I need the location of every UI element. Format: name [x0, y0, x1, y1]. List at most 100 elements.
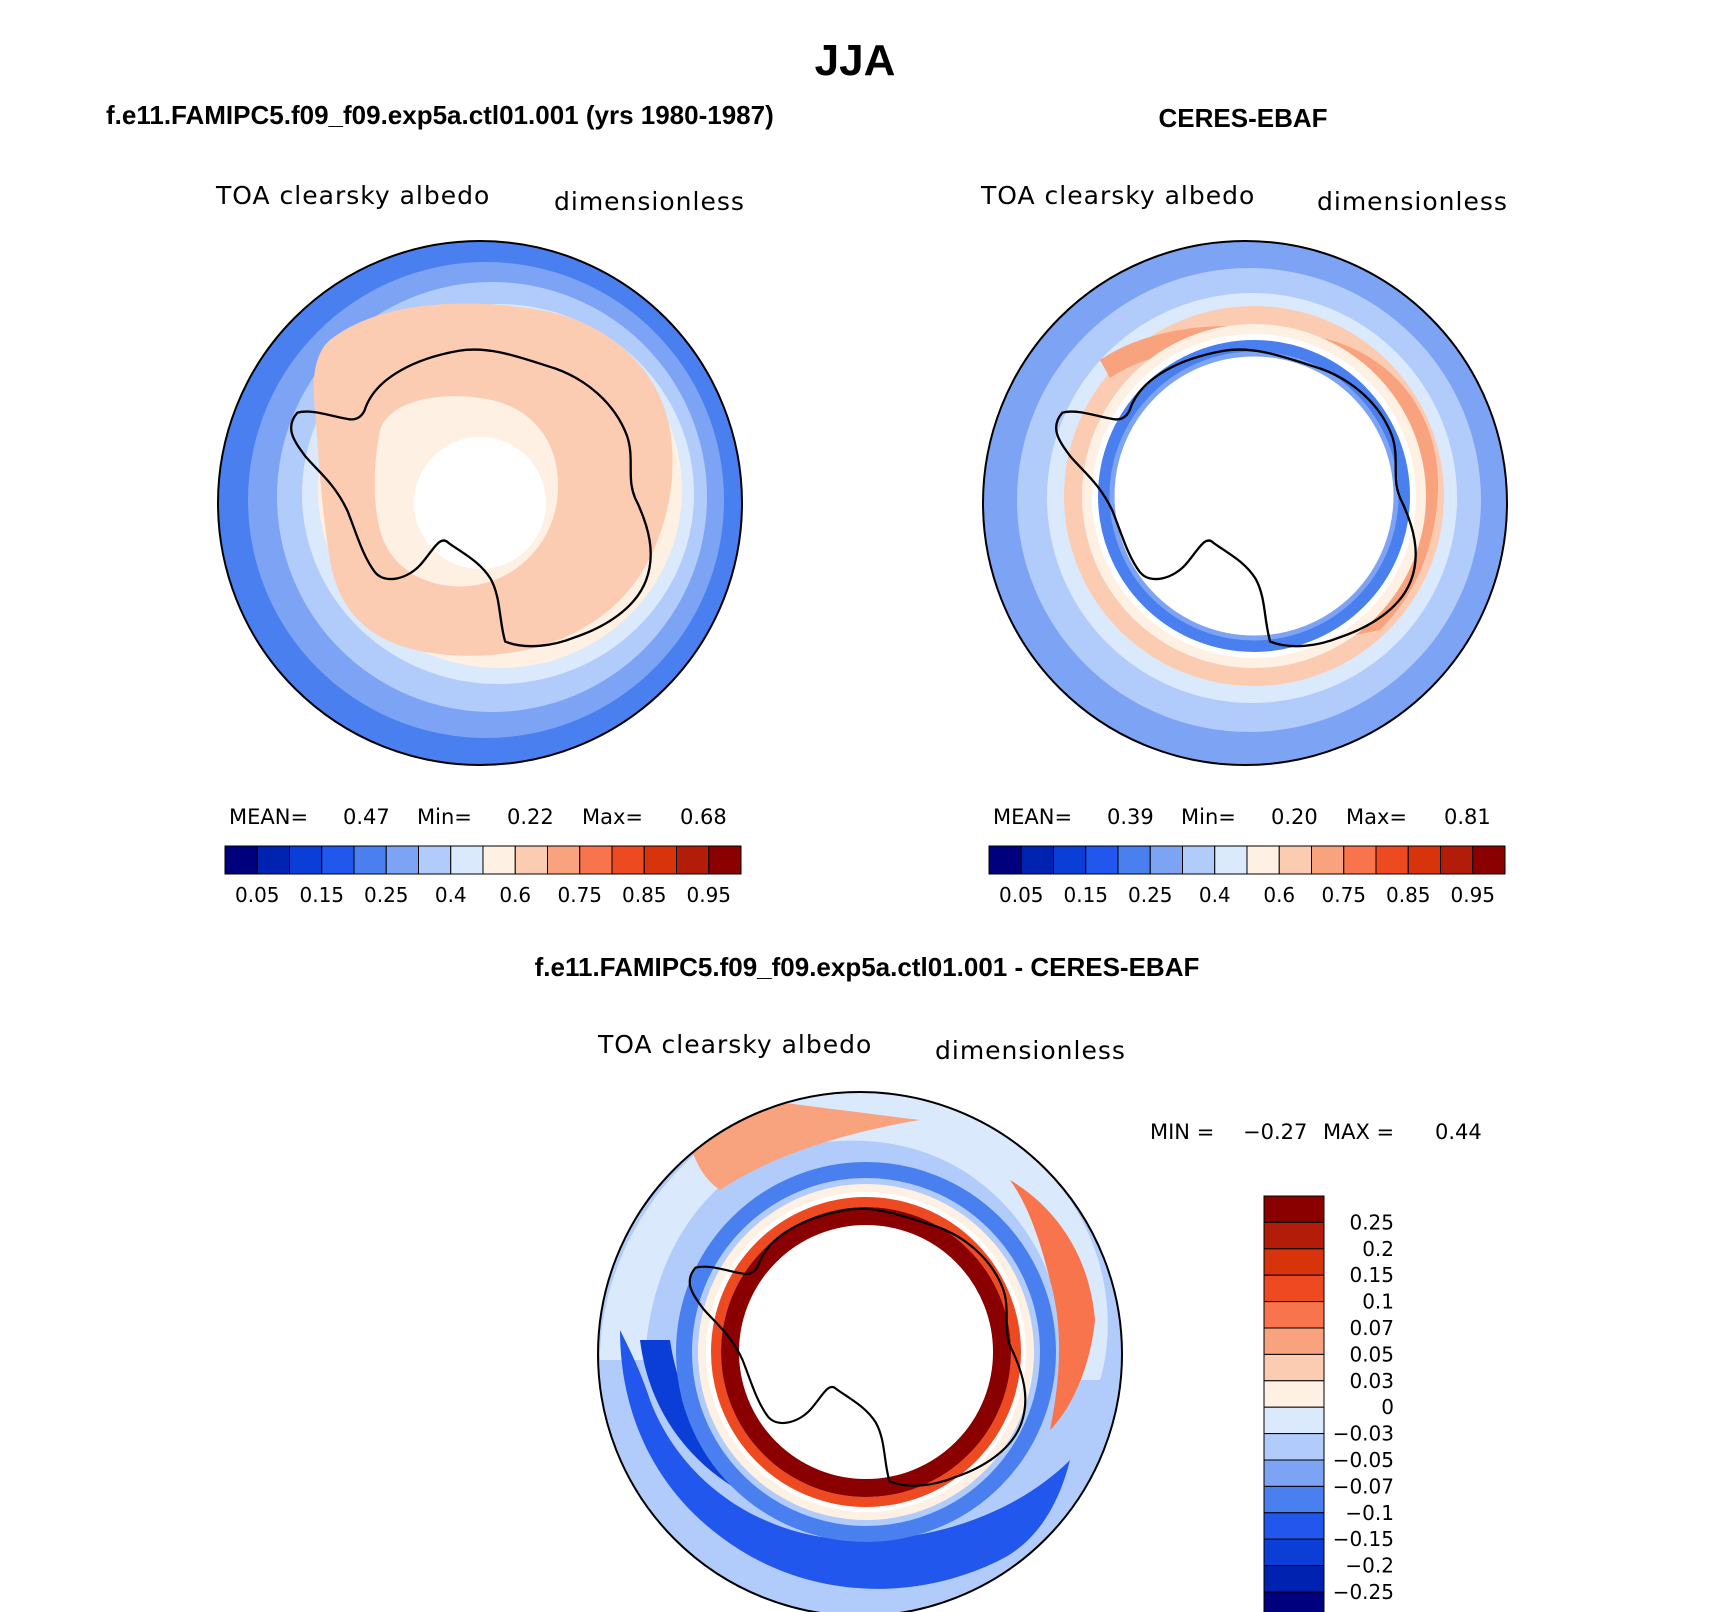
- diff-colorbar-cell: [1263, 1433, 1325, 1461]
- diff-colorbar-cell: [1263, 1565, 1325, 1593]
- diff-colorbar-cell: [1263, 1195, 1325, 1223]
- diff-colorbar-tick-label: −0.05: [1333, 1448, 1394, 1472]
- diff-colorbar-tick-label: −0.03: [1333, 1422, 1394, 1446]
- model-colorbar-tick-label: 0.25: [364, 883, 409, 907]
- obs-colorbar-tick-label: 0.15: [1063, 883, 1108, 907]
- obs-colorbar-cell: [1085, 845, 1119, 875]
- model-colorbar-cell: [385, 845, 419, 875]
- diff-max-value: 0.44: [1435, 1120, 1482, 1144]
- diff-colorbar-cell: [1263, 1406, 1325, 1435]
- model-colorbar-tick-label: 0.95: [686, 883, 731, 907]
- obs-mean-label: MEAN=: [993, 805, 1073, 829]
- obs-colorbar-tick-label: 0.85: [1386, 883, 1431, 907]
- obs-colorbar-cell: [1472, 845, 1506, 875]
- model-colorbar-tick-label: 0.75: [557, 883, 602, 907]
- model-colorbar-tick-label: 0.05: [235, 883, 280, 907]
- obs-colorbar-tick-label: 0.05: [999, 883, 1044, 907]
- obs-colorbar-cell: [1149, 845, 1183, 875]
- model-colorbar-cell: [579, 845, 613, 875]
- obs-variable-label: TOA clearsky albedo: [981, 181, 1256, 210]
- obs-max-value: 0.81: [1444, 805, 1491, 829]
- obs-colorbar-cell: [1182, 845, 1216, 875]
- model-min-label: Min=: [417, 805, 472, 829]
- obs-colorbar-cell: [1375, 845, 1409, 875]
- obs-colorbar-cell: [1311, 845, 1345, 875]
- diff-colorbar-tick-label: 0.15: [1349, 1263, 1394, 1287]
- obs-colorbar-cell: [1214, 845, 1248, 875]
- diff-colorbar-tick-label: 0.2: [1362, 1237, 1394, 1261]
- model-mean-value: 0.47: [343, 805, 390, 829]
- obs-map: [983, 241, 1507, 765]
- diff-colorbar-cell: [1263, 1327, 1325, 1355]
- model-colorbar-cell: [321, 845, 355, 875]
- model-variable-label: TOA clearsky albedo: [216, 181, 491, 210]
- model-mean-label: MEAN=: [229, 805, 309, 829]
- diff-colorbar-cell: [1263, 1301, 1325, 1329]
- model-min-value: 0.22: [507, 805, 554, 829]
- diff-colorbar-cell: [1263, 1485, 1325, 1514]
- obs-colorbar-cell: [1440, 845, 1474, 875]
- obs-min-value: 0.20: [1271, 805, 1318, 829]
- diff-colorbar-tick-label: −0.1: [1345, 1501, 1394, 1525]
- model-colorbar-cell: [224, 845, 258, 875]
- diff-colorbar-cell: [1263, 1380, 1325, 1408]
- diff-colorbar-tick-label: −0.2: [1345, 1554, 1394, 1578]
- obs-colorbar-cell: [1343, 845, 1377, 875]
- diff-colorbar-tick-label: −0.25: [1333, 1580, 1394, 1604]
- model-colorbar-cell: [353, 845, 387, 875]
- diff-max-label: MAX =: [1323, 1120, 1395, 1144]
- model-colorbar-tick-label: 0.6: [499, 883, 531, 907]
- diff-colorbar-tick-label: 0.25: [1349, 1210, 1394, 1234]
- model-colorbar-tick-label: 0.85: [622, 883, 667, 907]
- obs-units-label: dimensionless: [1317, 187, 1508, 216]
- diff-colorbar-cell: [1263, 1459, 1325, 1487]
- diff-min-label: MIN =: [1150, 1120, 1215, 1144]
- diff-colorbar-tick-label: −0.15: [1333, 1527, 1394, 1551]
- diff-colorbar-tick-label: 0: [1381, 1395, 1394, 1419]
- diff-variable-label: TOA clearsky albedo: [598, 1030, 873, 1059]
- obs-colorbar-tick-label: 0.4: [1199, 883, 1231, 907]
- diff-colorbar-cell: [1263, 1248, 1325, 1276]
- obs-colorbar-cell: [1407, 845, 1441, 875]
- diff-colorbar-cell: [1263, 1591, 1325, 1612]
- obs-colorbar-cell: [1278, 845, 1312, 875]
- model-colorbar-cell: [256, 845, 290, 875]
- model-panel-title: f.e11.FAMIPC5.f09_f09.exp5a.ctl01.001 (y…: [106, 100, 774, 130]
- diff-panel-title: f.e11.FAMIPC5.f09_f09.exp5a.ctl01.001 - …: [534, 952, 1200, 982]
- obs-panel-title: CERES-EBAF: [1158, 103, 1328, 133]
- model-max-value: 0.68: [680, 805, 727, 829]
- diff-colorbar-cell: [1263, 1274, 1325, 1303]
- obs-colorbar-cell: [1020, 845, 1054, 875]
- model-units-label: dimensionless: [554, 187, 745, 216]
- model-map: [218, 241, 742, 765]
- diff-units-label: dimensionless: [935, 1036, 1126, 1065]
- model-colorbar-cell: [611, 845, 645, 875]
- obs-min-label: Min=: [1181, 805, 1236, 829]
- diff-colorbar-tick-label: 0.1: [1362, 1290, 1394, 1314]
- model-colorbar-cell: [514, 845, 548, 875]
- model-colorbar-cell: [418, 845, 452, 875]
- obs-colorbar-cell: [1117, 845, 1151, 875]
- obs-mean-value: 0.39: [1107, 805, 1154, 829]
- obs-colorbar-cell: [1246, 845, 1280, 875]
- model-max-label: Max=: [582, 805, 644, 829]
- diff-colorbar-cell: [1263, 1538, 1325, 1567]
- diff-min-value: −0.27: [1243, 1120, 1308, 1144]
- diff-colorbar-cell: [1263, 1353, 1325, 1382]
- model-colorbar-cell: [708, 845, 742, 875]
- obs-max-label: Max=: [1346, 805, 1408, 829]
- obs-colorbar-tick-label: 0.6: [1263, 883, 1295, 907]
- obs-colorbar-tick-label: 0.75: [1321, 883, 1366, 907]
- diff-colorbar-tick-label: 0.05: [1349, 1342, 1394, 1366]
- obs-colorbar-cell: [1053, 845, 1087, 875]
- diff-colorbar-tick-label: −0.07: [1333, 1474, 1394, 1498]
- diff-colorbar-tick-label: 0.03: [1349, 1369, 1394, 1393]
- figure-title: JJA: [814, 36, 896, 85]
- obs-colorbar-cell: [988, 845, 1022, 875]
- diff-colorbar-cell: [1263, 1512, 1325, 1540]
- diff-map: [598, 1092, 1122, 1612]
- obs-colorbar-tick-label: 0.25: [1128, 883, 1173, 907]
- model-colorbar-cell: [450, 845, 484, 875]
- model-colorbar-cell: [676, 845, 710, 875]
